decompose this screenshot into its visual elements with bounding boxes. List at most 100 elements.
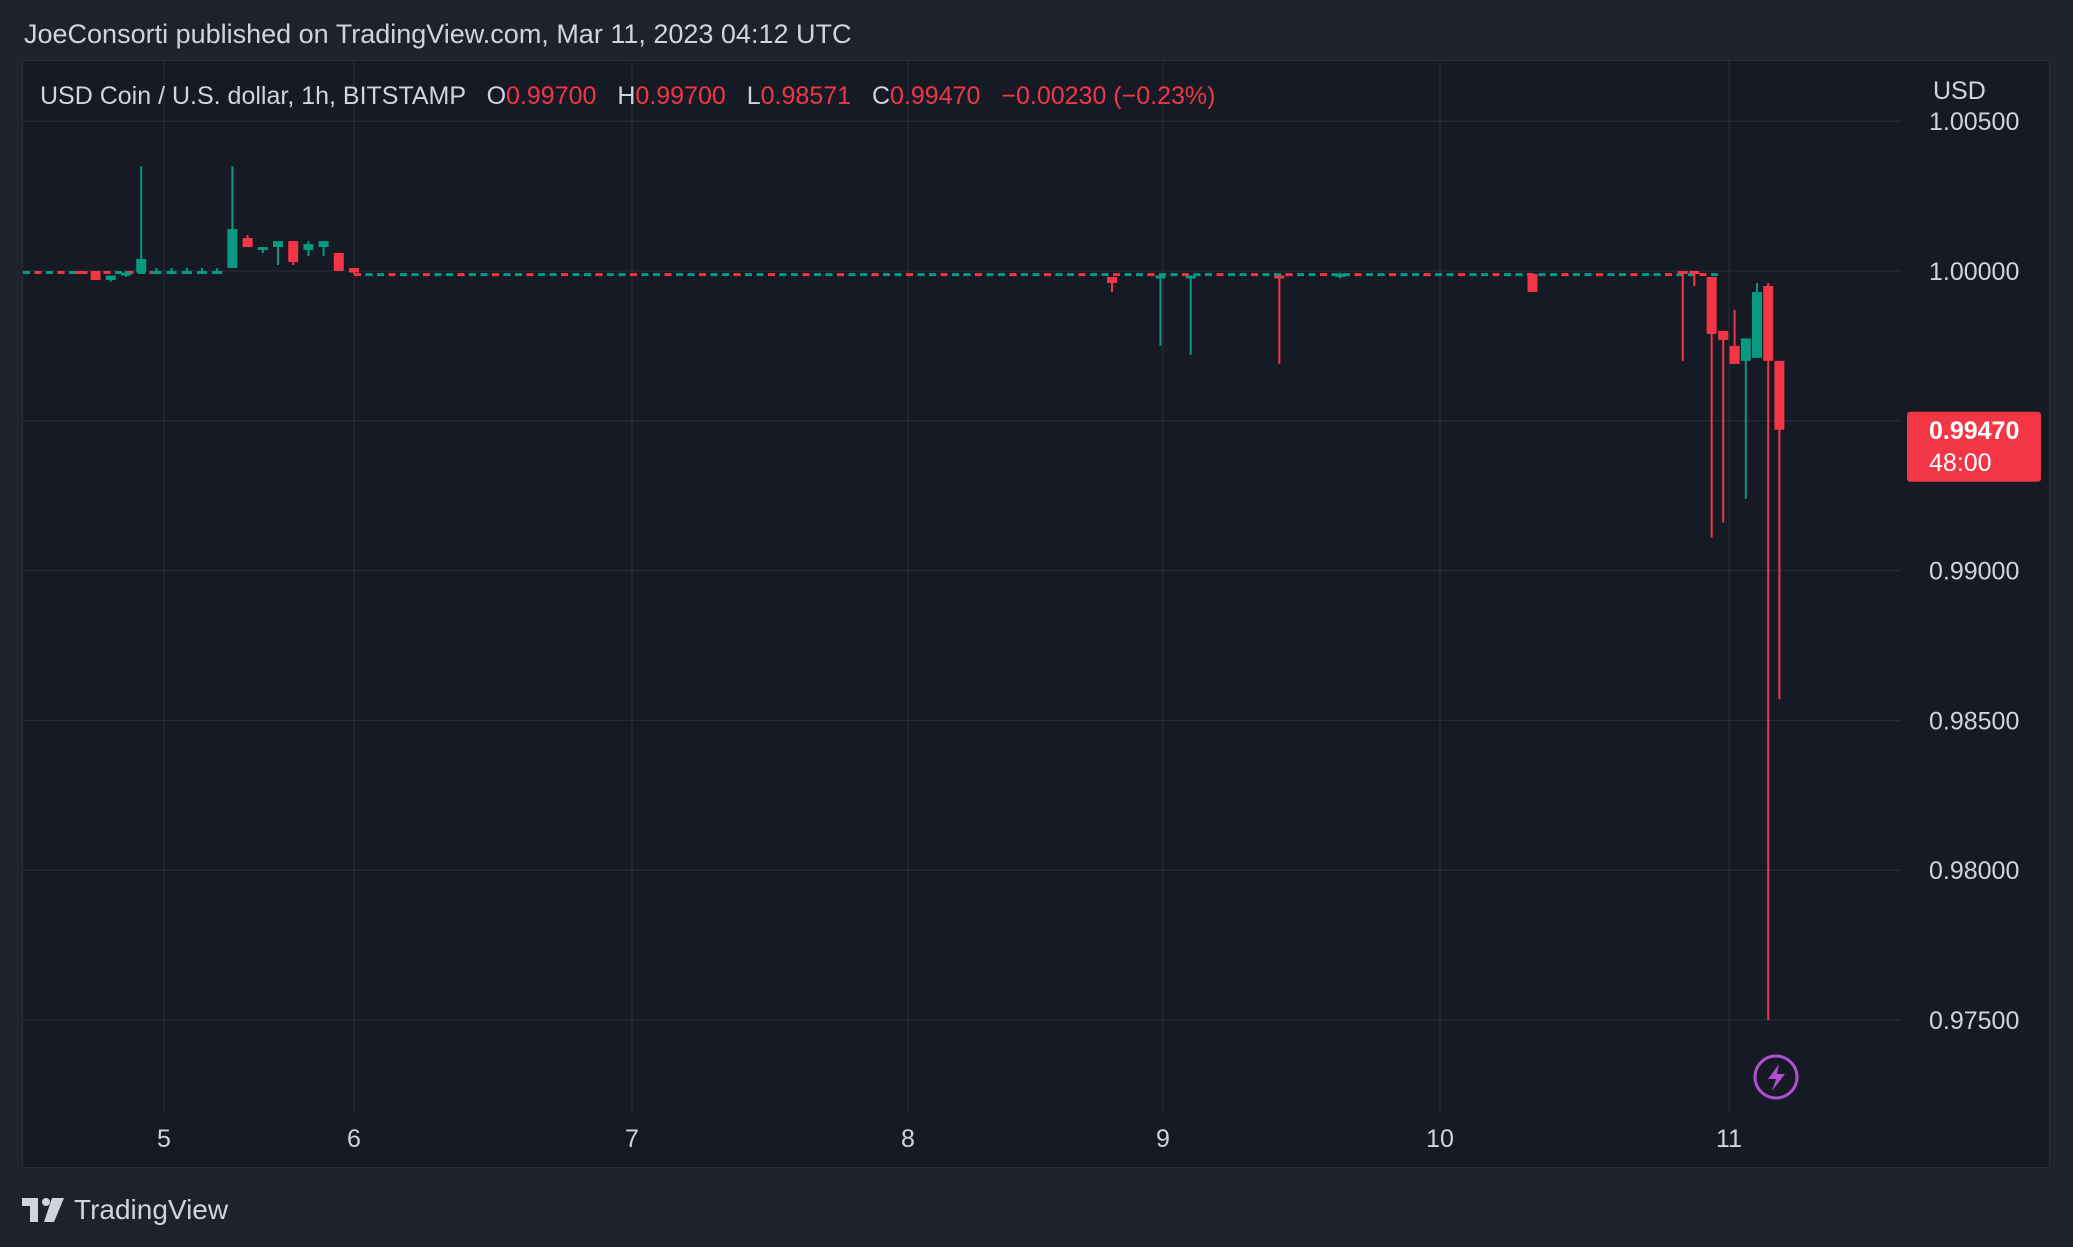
flat-candle [618,273,626,277]
flat-candle [630,273,637,277]
flat-candle [1170,273,1178,277]
low-value: 0.98571 [760,82,852,110]
candle-body [1274,275,1285,279]
flat-candle [57,270,65,274]
flat-candle [837,273,844,277]
change-value: −0.00230 (−0.23%) [1001,82,1216,110]
flat-candle [699,273,706,277]
flat-candle [814,273,821,277]
flat-candle [434,273,442,277]
candle [1740,338,1751,499]
candle [105,275,116,282]
flat-candle [952,273,959,277]
candle [333,253,344,271]
flat-candle [1642,273,1649,277]
flat-candle [1492,273,1500,277]
open-value: 0.99700 [506,82,597,110]
flat-candle [561,273,568,277]
lightning-bolt [1768,1064,1785,1091]
flat-candle [894,273,902,277]
candle-body [333,253,344,271]
flat-candle [768,273,775,277]
candle [1763,282,1774,1020]
flat-candle [1607,273,1615,277]
candle [257,247,268,254]
flat-candle [607,273,614,277]
flat-candle [1538,273,1546,277]
flat-candle [1136,273,1143,277]
flat-candle [1205,273,1212,277]
candle [1718,330,1729,523]
flat-candle [1389,273,1396,277]
flat-candle [1239,273,1247,277]
candle [1689,271,1700,286]
flat-candle [848,273,856,277]
candle-body [121,272,131,276]
flat-candle [641,273,649,277]
flat-candle [1573,273,1580,277]
brand-name: TradingView [74,1194,229,1225]
flat-candle [687,273,695,277]
flat-candle [538,273,545,277]
flat-candle [526,273,534,277]
candle-body [227,229,238,269]
chart-panel[interactable]: USD 1.00500 1.00000 0.99000 0.98500 0.98000 0… [22,60,2050,1168]
flat-candle [1343,273,1350,277]
flat-candle [388,273,396,277]
flat-candle [1550,273,1557,277]
x-tick-label: 11 [1716,1125,1742,1153]
candle [227,166,238,269]
flat-candle [1044,273,1051,277]
flat-candle [1446,273,1454,277]
candle-body [151,271,162,274]
flat-candle [963,273,971,277]
candle [212,268,223,274]
grid-lines [23,61,1901,1111]
flat-candle [1159,273,1166,277]
flat-candle [1412,273,1419,277]
candle [1752,282,1762,358]
candle [166,268,177,274]
currency-label: USD [1933,77,1986,105]
candle-body [75,271,86,274]
flat-candle [733,273,741,277]
x-tick-label: 9 [1156,1125,1170,1153]
candle [242,235,253,248]
candle-body [136,259,147,273]
flat-candle [802,273,810,277]
footer-brand[interactable]: TradingView [22,1190,228,1230]
candle-body [90,271,101,280]
candle-body [1185,275,1196,279]
flat-candle [1067,273,1074,277]
candle-body [1740,338,1751,361]
flat-candle [676,273,683,277]
symbol-legend: USD Coin / U.S. dollar, 1h, BITSTAMP O0.… [40,78,1215,114]
flat-candle [515,273,522,277]
candle-body [1752,291,1762,358]
flat-candle [1297,273,1304,277]
high-label: H [617,82,636,110]
candle [1774,360,1785,700]
candle [1706,276,1717,538]
last-price-badge: 0.99470 48:00 [1907,411,2041,482]
candle [318,241,329,257]
flat-candle [1619,273,1626,277]
candle [136,166,147,274]
flat-candle [1423,273,1431,277]
candle-body [212,271,223,274]
candle-body [257,247,268,251]
candlestick-chart[interactable]: USD 1.00500 1.00000 0.99000 0.98500 0.98000 0… [23,61,2049,1167]
flat-candle [1308,273,1316,277]
flat-candle [411,273,419,277]
candle-body [166,271,177,274]
flat-candle [446,273,453,277]
candle [303,241,314,257]
flat-candle [1584,273,1592,277]
candle [90,271,101,280]
candle-body [1689,271,1700,274]
lightning-icon[interactable] [1753,1054,1799,1100]
flat-candle [365,273,373,277]
candle [1274,275,1285,364]
tradingview-logo-icon [22,1198,64,1222]
flat-candle [1400,273,1408,277]
